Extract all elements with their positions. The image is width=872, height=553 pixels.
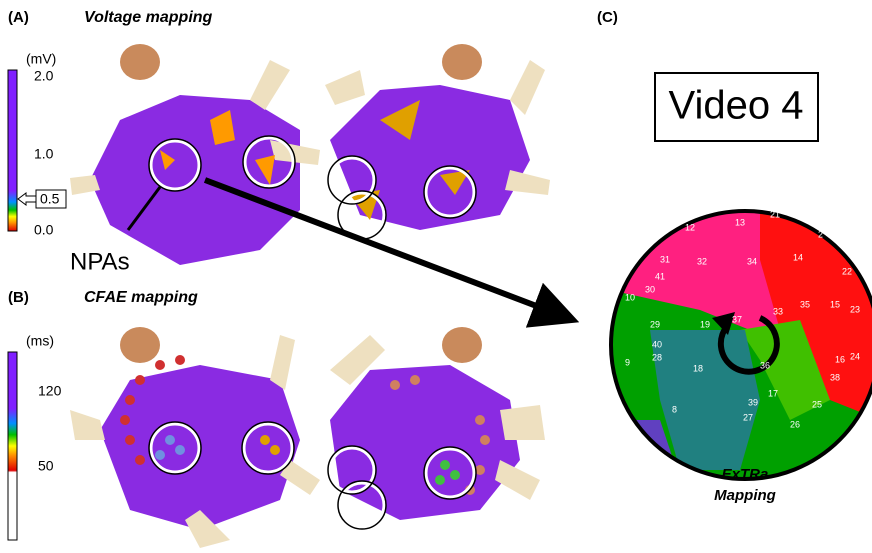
electrode-label: 10 [625, 292, 635, 302]
electrode-label: 30 [645, 284, 655, 294]
electrode-label: 13 [735, 217, 745, 227]
unit: (ms) [26, 333, 54, 349]
electrode-label: 40 [652, 339, 662, 349]
electrode-label: 8 [672, 404, 677, 414]
panel-label: (B) [8, 289, 29, 306]
electrode-label: 37 [732, 314, 742, 324]
electrode-label: 9 [625, 357, 630, 367]
electrode-label: 41 [655, 271, 665, 281]
video-box [654, 72, 819, 142]
tick-label: 0.5 [40, 191, 60, 207]
region-circles [149, 136, 476, 239]
electrode-label: 18 [693, 363, 703, 373]
electrode-label: 17 [768, 388, 778, 398]
electrode-label: 27 [743, 412, 753, 422]
video-label: Video 4 [669, 84, 804, 128]
rotation-arrow [717, 315, 780, 375]
electrode-label: 24 [850, 351, 860, 361]
electrode-label: 29 [650, 319, 660, 329]
caption: ExTRa [722, 466, 769, 483]
tick-label: 0.0 [34, 222, 54, 238]
electrode-label: 31 [660, 254, 670, 264]
electrode-label: 16 [835, 354, 845, 364]
electrode-label: 19 [700, 319, 710, 329]
electrode-label: 15 [830, 299, 840, 309]
electrode-label: 2 [818, 229, 823, 239]
color-bar [7, 351, 18, 541]
region-circles [149, 422, 476, 529]
caption: Mapping [714, 487, 776, 504]
electrode-label: 14 [793, 252, 803, 262]
pointer [126, 186, 162, 231]
electrode-label: 21 [770, 209, 780, 219]
electrode-label: 33 [773, 306, 783, 316]
tick-label: 120 [38, 383, 62, 399]
heart-image [70, 44, 550, 265]
electrode-label: 20 [735, 199, 745, 209]
arrow [203, 177, 580, 328]
electrode-label: 39 [748, 397, 758, 407]
electrode-label: 26 [790, 419, 800, 429]
electrode-label: 12 [685, 222, 695, 232]
electrode-label: 35 [800, 299, 810, 309]
heart-image [70, 327, 545, 548]
electrode-label: 23 [850, 304, 860, 314]
electrode-label: 38 [830, 372, 840, 382]
color-bar [7, 69, 18, 232]
threshold-arrow [17, 192, 37, 206]
tick-label: 50 [38, 458, 54, 474]
electrode-label: 36 [760, 360, 770, 370]
panel-label: (A) [8, 9, 29, 26]
electrode-label: 32 [697, 256, 707, 266]
electrode-label: 22 [842, 266, 852, 276]
electrode-label: 28 [652, 352, 662, 362]
panel-title: CFAE mapping [84, 289, 198, 306]
map-border [609, 209, 872, 481]
electrode-label: 25 [812, 399, 822, 409]
panel-label: (C) [597, 9, 618, 26]
tick-label: 2.0 [34, 68, 54, 84]
panel-title: Voltage mapping [84, 9, 213, 26]
electrode-label: 34 [747, 256, 757, 266]
annotation: NPAs [70, 248, 130, 275]
tick-label: 1.0 [34, 146, 54, 162]
unit: (mV) [26, 51, 56, 67]
